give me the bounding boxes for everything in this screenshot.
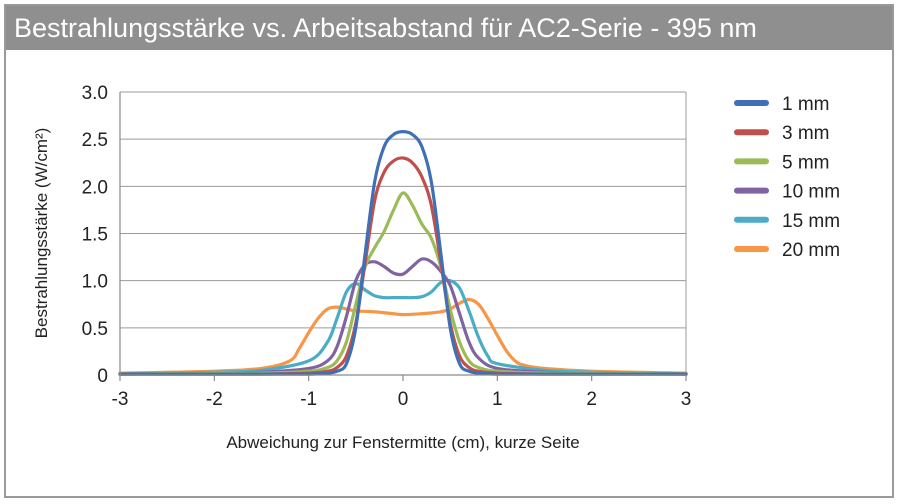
chart-title: Bestrahlungsstärke vs. Arbeitsabstand fü…	[6, 6, 892, 50]
series-line-5mm	[118, 191, 688, 376]
y-tick-label: 0	[97, 366, 108, 387]
x-tick-label: 3	[681, 389, 692, 410]
y-tick-label: 2.0	[82, 177, 108, 198]
y-tick-label: 2.5	[82, 130, 108, 151]
series-line-20mm	[118, 297, 688, 375]
series-line-15mm	[118, 278, 688, 376]
series-line-10mm	[118, 257, 688, 376]
y-tick-label: 1.5	[82, 225, 108, 246]
y-tick-label: 3.0	[82, 83, 108, 104]
legend-label: 20 mm	[782, 240, 840, 261]
y-tick-label: 0.5	[82, 319, 108, 340]
x-tick-label: 0	[398, 389, 409, 410]
x-tick-label: -1	[300, 389, 317, 410]
legend-label: 15 mm	[782, 211, 840, 232]
x-tick-label: -3	[112, 389, 129, 410]
series-line-1mm	[118, 130, 688, 376]
y-axis-label: Bestrahlungsstärke (W/cm²)	[32, 128, 51, 339]
legend-label: 5 mm	[782, 152, 830, 173]
series-line-3mm	[118, 156, 688, 376]
axes: 0 0.5 1.0 1.5 2.0 2.5 3.0 -3 -2 -1 0 1 2 3	[82, 83, 692, 410]
y-tick-label: 1.0	[82, 272, 108, 293]
gridlines	[120, 91, 687, 376]
legend: 1 mm 3 mm 5 mm 10 mm 15 mm 20 mm	[734, 94, 840, 261]
x-axis-label: Abweichung zur Fenstermitte (cm), kurze …	[226, 433, 579, 452]
x-tick-label: -2	[206, 389, 223, 410]
series-layer	[118, 130, 688, 376]
legend-label: 1 mm	[782, 94, 830, 115]
x-tick-label: 1	[492, 389, 503, 410]
legend-label: 3 mm	[782, 123, 830, 144]
legend-label: 10 mm	[782, 182, 840, 203]
x-tick-label: 2	[586, 389, 597, 410]
